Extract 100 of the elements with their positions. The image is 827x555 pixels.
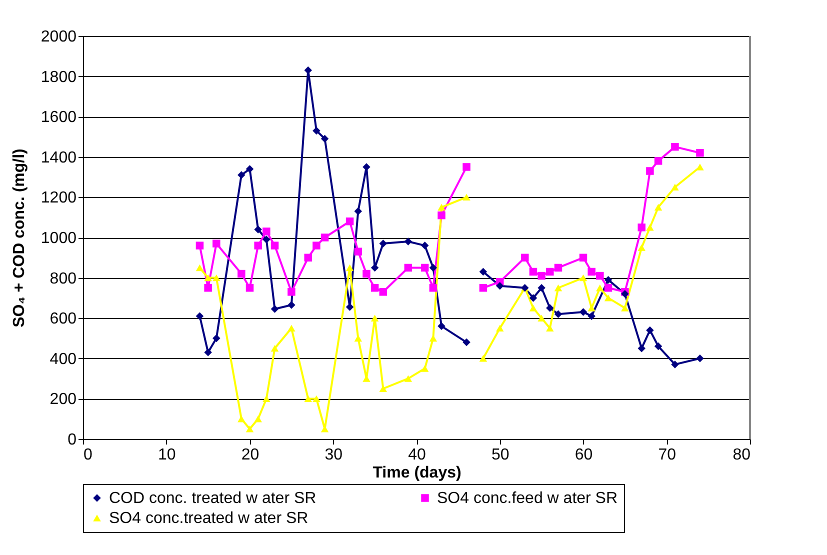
point	[304, 254, 312, 262]
point	[404, 238, 412, 246]
legend-label: SO4 conc.treated w ater SR	[109, 510, 308, 527]
point	[646, 224, 654, 231]
point	[362, 163, 370, 171]
point	[538, 284, 546, 292]
point	[370, 284, 379, 292]
y-tick-label: 600	[50, 310, 77, 328]
point	[246, 284, 254, 292]
x-tick-label: 0	[84, 446, 92, 464]
point	[346, 218, 354, 226]
point	[204, 274, 212, 282]
point	[546, 304, 554, 312]
point	[579, 274, 588, 282]
point	[370, 264, 379, 272]
point	[554, 310, 562, 318]
point	[254, 226, 262, 234]
point	[579, 308, 588, 316]
point	[521, 254, 529, 262]
y-axis-title: SO₄ + COD conc. (mg/l)	[10, 148, 28, 328]
point	[604, 276, 612, 284]
y-tick-label: 2000	[40, 28, 77, 46]
y-tick-label: 1200	[40, 190, 77, 207]
point	[420, 242, 429, 250]
point	[654, 204, 662, 211]
point	[429, 284, 438, 292]
y-tick-label: 1800	[40, 68, 77, 86]
y-tick-label: 200	[50, 391, 77, 408]
point	[546, 268, 554, 276]
point	[196, 312, 204, 320]
point	[238, 270, 246, 278]
point	[254, 242, 262, 250]
point	[604, 284, 612, 292]
point	[696, 354, 704, 362]
point	[354, 334, 362, 342]
x-tick-label: 30	[324, 446, 343, 464]
y-tick-label: 1000	[40, 230, 77, 247]
legend-label: SO4 conc.feed w ater SR	[437, 490, 618, 507]
point	[529, 268, 538, 276]
point	[529, 294, 538, 302]
point	[646, 326, 654, 334]
point	[479, 268, 488, 276]
point	[320, 134, 329, 143]
point	[212, 334, 220, 342]
x-tick-label: 50	[491, 446, 510, 464]
point	[696, 164, 704, 170]
point	[604, 294, 612, 302]
point	[671, 360, 679, 368]
point	[429, 264, 438, 272]
x-tick-label: 80	[732, 446, 751, 464]
y-tick-label: 0	[68, 432, 77, 448]
point	[588, 312, 596, 320]
point	[638, 224, 646, 232]
point	[420, 365, 429, 372]
x-tick-label: 40	[408, 446, 426, 464]
point	[479, 355, 488, 362]
point	[554, 264, 562, 272]
point	[304, 395, 312, 402]
point	[596, 272, 604, 280]
x-tick-label: 10	[158, 446, 176, 464]
point	[204, 348, 212, 356]
point	[370, 314, 379, 322]
point	[288, 324, 296, 332]
point	[696, 148, 704, 157]
point	[638, 244, 646, 251]
point	[312, 395, 320, 402]
point	[354, 207, 362, 216]
point	[479, 284, 488, 292]
point	[529, 304, 538, 312]
point	[538, 272, 546, 280]
point	[288, 288, 296, 296]
point	[262, 236, 270, 244]
y-tick-label: 1600	[40, 109, 77, 126]
point	[379, 385, 388, 392]
point	[204, 284, 212, 292]
point	[196, 242, 204, 250]
y-tick-label: 400	[50, 350, 77, 368]
point	[238, 415, 246, 422]
x-tick-label: 60	[574, 446, 593, 464]
point	[654, 157, 662, 165]
point	[212, 240, 220, 248]
point	[270, 344, 279, 352]
point	[671, 142, 679, 151]
point	[462, 194, 470, 201]
point	[320, 234, 329, 242]
point	[420, 264, 429, 272]
point	[462, 163, 470, 171]
point	[554, 284, 562, 292]
point	[646, 167, 654, 175]
point	[254, 415, 262, 422]
point	[312, 126, 320, 135]
x-axis-title: Time (days)	[372, 464, 462, 482]
point	[196, 264, 204, 272]
point	[596, 284, 604, 292]
point	[404, 264, 412, 272]
legend-label: COD conc. treated w ater SR	[109, 490, 316, 507]
point	[438, 322, 446, 330]
point	[638, 344, 646, 352]
point	[262, 395, 270, 402]
y-tick-label: 1400	[40, 149, 77, 166]
